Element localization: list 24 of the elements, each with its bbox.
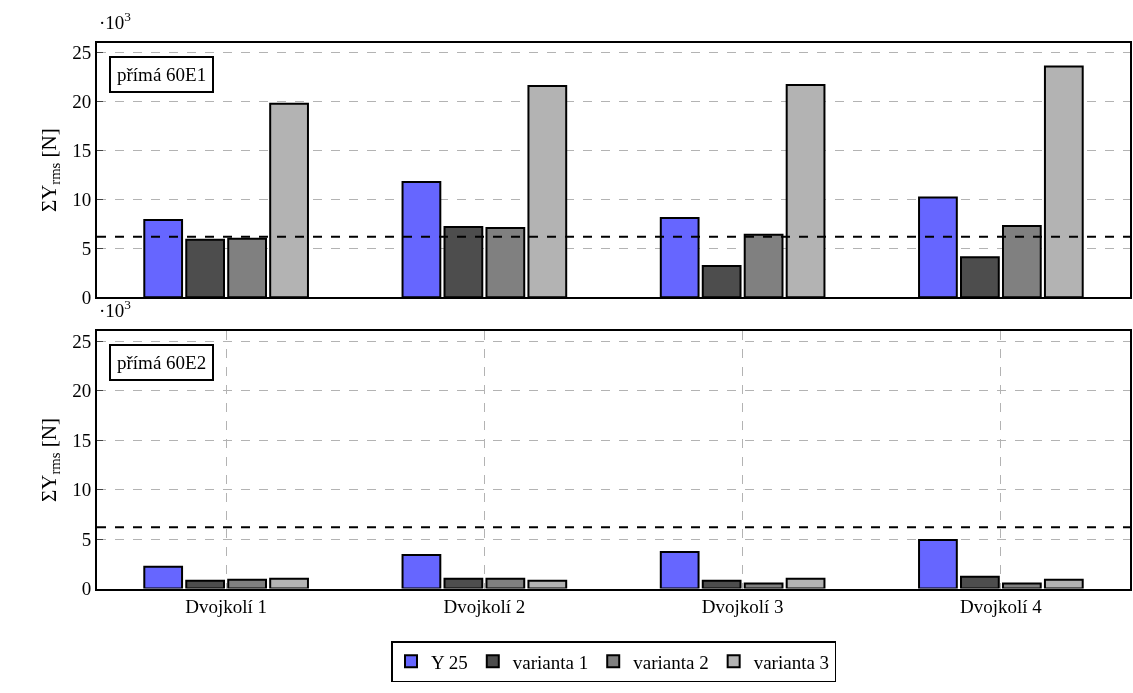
- y-tick-label: 10: [72, 479, 92, 501]
- y-tick-label: 5: [81, 238, 92, 260]
- y-tick-label: 0: [81, 578, 92, 600]
- y-tick-label: 20: [72, 380, 92, 402]
- x-tick-label: Dvojkolí 4: [959, 596, 1043, 618]
- x-tick-label: Dvojkolí 1: [185, 596, 268, 618]
- text: přímá 60E2: [117, 352, 207, 373]
- y-tick-label: 0: [81, 287, 92, 309]
- y-tick-label: 25: [72, 42, 92, 64]
- y-tick-label: 25: [72, 330, 92, 352]
- legend-label: varianta 2: [633, 651, 709, 673]
- y-tick-label: 10: [72, 189, 92, 211]
- legend-label: Y 25: [431, 651, 468, 673]
- text: přímá 60E1: [117, 64, 207, 85]
- y-tick-label: 15: [72, 429, 92, 451]
- legend-label: varianta 3: [753, 651, 830, 673]
- x-tick-label: Dvojkolí 3: [701, 596, 784, 618]
- y-tick-label: 15: [72, 140, 92, 162]
- legend-label: varianta 1: [512, 651, 589, 673]
- annotation: ·10$^{3}$: [99, 297, 132, 321]
- y-tick-label: 5: [81, 528, 92, 550]
- text: ·10$^{3}$: [99, 9, 132, 33]
- y-tick-label: 20: [72, 91, 92, 113]
- x-tick-label: Dvojkolí 2: [443, 596, 526, 618]
